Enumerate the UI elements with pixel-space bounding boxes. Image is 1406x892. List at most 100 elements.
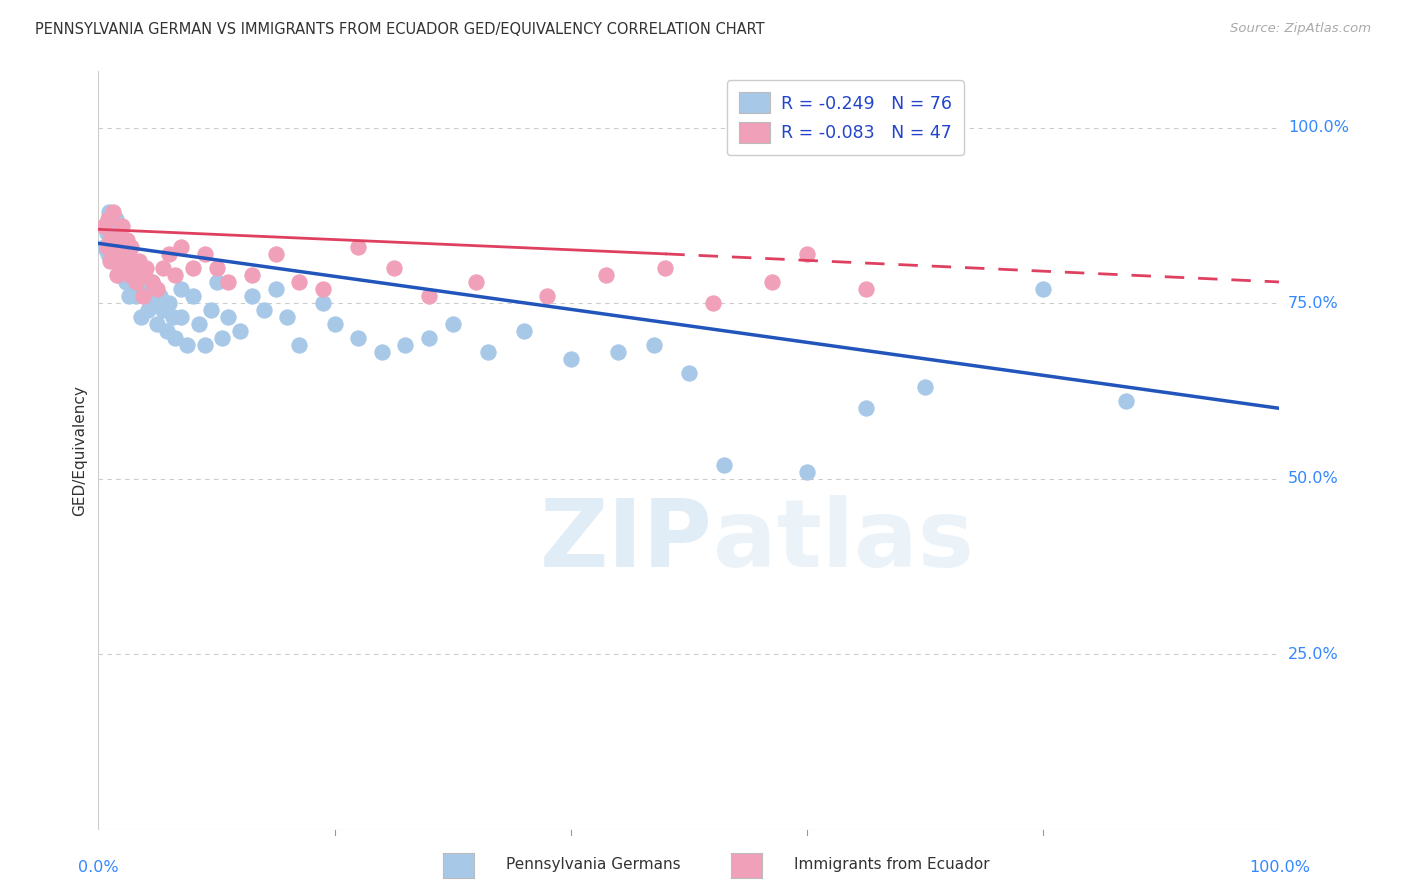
Point [914, 380, 936, 394]
Point [477, 345, 499, 359]
Point [93, 219, 115, 233]
Point [187, 317, 209, 331]
Point [152, 303, 174, 318]
Point [276, 310, 298, 324]
Point [194, 247, 217, 261]
Point [181, 260, 204, 275]
Point [595, 268, 617, 282]
Text: atlas: atlas [713, 495, 973, 588]
Point [217, 275, 239, 289]
Point [371, 345, 394, 359]
Point [1115, 394, 1137, 409]
Point [1032, 282, 1054, 296]
Text: 25.0%: 25.0% [1288, 647, 1339, 662]
Point [855, 282, 877, 296]
Point [128, 282, 150, 296]
Point [93, 240, 115, 254]
Point [141, 275, 163, 289]
Point [156, 324, 179, 338]
Point [129, 268, 152, 282]
Point [347, 240, 370, 254]
Point [217, 310, 239, 324]
Point [96, 226, 118, 240]
Point [108, 226, 131, 240]
Point [108, 240, 131, 254]
Point [105, 211, 128, 226]
Point [118, 289, 141, 303]
Text: 100.0%: 100.0% [1288, 120, 1348, 135]
Point [560, 352, 582, 367]
Point [112, 260, 135, 275]
Point [122, 260, 145, 275]
Point [205, 260, 228, 275]
Text: 50.0%: 50.0% [1288, 471, 1339, 486]
Point [111, 233, 134, 247]
Text: Pennsylvania Germans: Pennsylvania Germans [506, 857, 681, 872]
Point [97, 211, 120, 226]
Point [115, 233, 138, 247]
Point [98, 233, 121, 247]
Point [110, 260, 132, 275]
Point [122, 282, 145, 296]
Point [288, 338, 311, 352]
Point [136, 303, 159, 318]
Point [101, 204, 124, 219]
Point [98, 254, 121, 268]
Point [211, 331, 233, 345]
Point [101, 219, 124, 233]
Point [288, 275, 311, 289]
Point [115, 247, 138, 261]
Point [121, 275, 143, 289]
Point [536, 289, 558, 303]
Point [382, 260, 405, 275]
Point [142, 296, 165, 310]
Point [312, 296, 335, 310]
Text: PENNSYLVANIA GERMAN VS IMMIGRANTS FROM ECUADOR GED/EQUIVALENCY CORRELATION CHART: PENNSYLVANIA GERMAN VS IMMIGRANTS FROM E… [35, 22, 765, 37]
Point [418, 289, 440, 303]
Point [125, 275, 148, 289]
Point [141, 275, 163, 289]
Point [98, 211, 121, 226]
Point [323, 317, 346, 331]
Point [240, 268, 263, 282]
Point [176, 338, 198, 352]
Point [97, 247, 120, 261]
Point [205, 275, 228, 289]
Point [117, 247, 139, 261]
Point [128, 254, 150, 268]
Point [157, 296, 180, 310]
Point [643, 338, 665, 352]
Point [229, 324, 252, 338]
Point [165, 331, 187, 345]
Point [152, 260, 174, 275]
Text: 0.0%: 0.0% [79, 860, 118, 875]
Point [103, 240, 125, 254]
Point [125, 289, 148, 303]
Point [702, 296, 724, 310]
Point [312, 282, 335, 296]
Point [98, 233, 121, 247]
Point [170, 310, 193, 324]
Point [120, 254, 142, 268]
Point [121, 240, 143, 254]
Point [111, 268, 134, 282]
Point [264, 282, 287, 296]
Point [129, 310, 152, 324]
Point [96, 240, 118, 254]
Point [120, 268, 142, 282]
Point [112, 240, 135, 254]
Point [441, 317, 464, 331]
Point [110, 247, 132, 261]
Point [170, 240, 193, 254]
Point [678, 366, 700, 380]
Point [105, 240, 128, 254]
Point [264, 247, 287, 261]
Point [654, 260, 676, 275]
Point [111, 219, 134, 233]
Point [149, 289, 172, 303]
Text: Immigrants from Ecuador: Immigrants from Ecuador [794, 857, 990, 872]
Point [132, 289, 155, 303]
Point [135, 289, 157, 303]
Point [347, 331, 370, 345]
Point [135, 260, 157, 275]
